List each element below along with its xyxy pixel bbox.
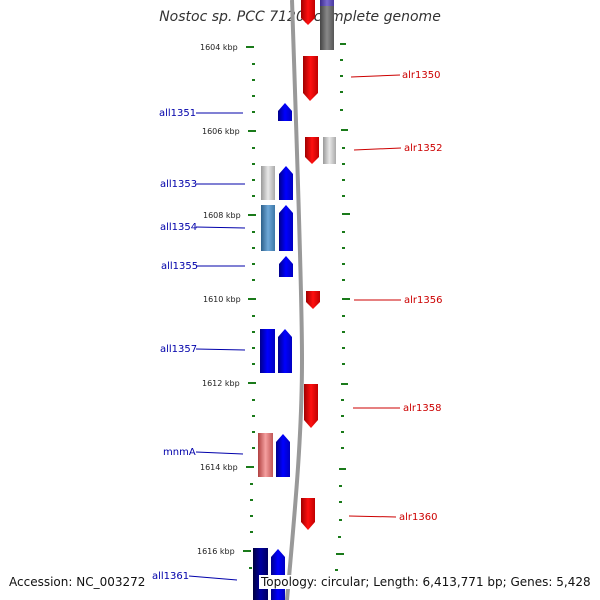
gene-label[interactable]: mnmA bbox=[163, 447, 196, 458]
gene-arrow[interactable] bbox=[306, 291, 320, 309]
gene-label[interactable]: all1354 bbox=[160, 222, 197, 233]
gene-box[interactable] bbox=[258, 433, 273, 477]
gene-arrow[interactable] bbox=[301, 498, 315, 530]
gene-arrow[interactable] bbox=[276, 434, 290, 477]
map-title: Nostoc sp. PCC 7120, complete genome bbox=[159, 9, 441, 25]
tick-label: 1614 kbp bbox=[200, 463, 238, 472]
gene-label[interactable]: alr1350 bbox=[402, 70, 440, 81]
tick-label: 1604 kbp bbox=[200, 43, 238, 52]
genome-backbone bbox=[285, 0, 305, 600]
gene-arrow[interactable] bbox=[279, 256, 293, 277]
gene-label[interactable]: alr1360 bbox=[399, 512, 437, 523]
gene-label[interactable]: alr1358 bbox=[403, 403, 441, 414]
topology-text: Topology: circular; Length: 6,413,771 bp… bbox=[259, 575, 593, 589]
gene-box[interactable] bbox=[320, 0, 334, 6]
gene-box[interactable] bbox=[253, 548, 268, 600]
gene-box[interactable] bbox=[320, 0, 334, 50]
gene-label[interactable]: all1361 bbox=[152, 571, 189, 582]
gene-label[interactable]: all1357 bbox=[160, 344, 197, 355]
gene-label[interactable]: all1355 bbox=[161, 261, 198, 272]
right-label-leaders bbox=[348, 74, 402, 518]
gene-box[interactable] bbox=[261, 205, 275, 251]
minus-strand-genes bbox=[253, 103, 293, 600]
gene-label[interactable]: all1351 bbox=[159, 108, 196, 119]
gene-box[interactable] bbox=[261, 166, 275, 200]
right-tick-column bbox=[335, 43, 350, 571]
gene-label[interactable]: all1353 bbox=[160, 179, 197, 190]
plus-strand-genes bbox=[301, 0, 336, 530]
tick-label: 1606 kbp bbox=[202, 127, 240, 136]
gene-arrow[interactable] bbox=[301, 0, 315, 25]
tick-label: 1608 kbp bbox=[203, 211, 241, 220]
gene-label[interactable]: alr1352 bbox=[404, 143, 442, 154]
gene-arrow[interactable] bbox=[278, 103, 292, 121]
gene-label[interactable]: alr1356 bbox=[404, 295, 442, 306]
gene-box[interactable] bbox=[260, 329, 275, 373]
gene-arrow[interactable] bbox=[303, 56, 318, 101]
tick-label: 1612 kbp bbox=[202, 379, 240, 388]
gene-arrow[interactable] bbox=[304, 384, 318, 428]
gene-arrow[interactable] bbox=[279, 205, 293, 251]
left-tick-column bbox=[243, 46, 256, 569]
tick-label: 1616 kbp bbox=[197, 547, 235, 556]
tick-label: 1610 kbp bbox=[203, 295, 241, 304]
gene-arrow[interactable] bbox=[279, 166, 293, 200]
gene-box[interactable] bbox=[323, 137, 336, 164]
gene-arrow[interactable] bbox=[305, 137, 319, 164]
gene-arrow[interactable] bbox=[278, 329, 292, 373]
accession-text: Accession: NC_003272 bbox=[9, 575, 146, 589]
left-label-leaders bbox=[188, 112, 246, 581]
